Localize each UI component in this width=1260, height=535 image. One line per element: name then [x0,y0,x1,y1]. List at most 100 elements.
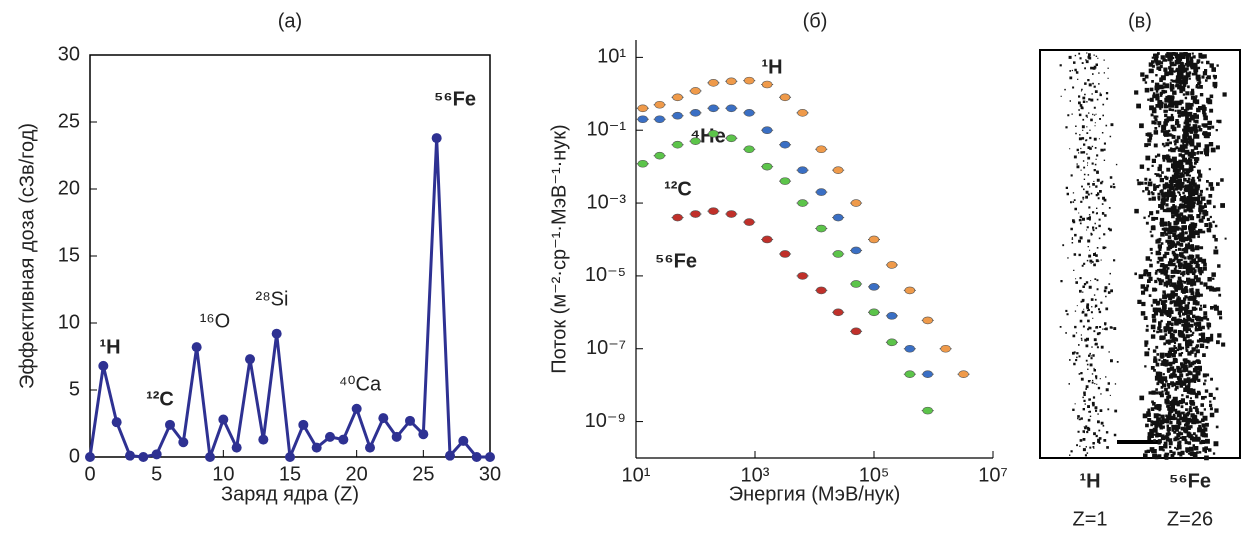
data-point [258,434,269,445]
data-point [797,109,808,117]
data-point [922,370,934,378]
data-point [726,210,737,218]
data-point [761,235,773,244]
annotation: ¹⁶O [200,310,230,332]
data-point [708,104,719,113]
data-point [815,188,827,196]
y-tick-label: 0 [69,445,80,467]
y-axis-label: Эффективная доза (сЗв/год) [16,123,38,389]
data-point [85,452,95,462]
data-point [904,344,916,353]
data-point [637,115,649,124]
data-point [922,406,934,415]
data-point [165,419,175,430]
y-tick-label: 10 [58,311,80,333]
data-point [815,286,827,295]
data-point [325,431,335,442]
data-point [743,218,755,226]
x-tick-label: 10⁵ [859,464,890,486]
data-point [761,80,773,89]
x-tick-label: 10 [212,463,234,485]
x-axis-label: Энергия (МэВ/нук) [729,483,901,505]
chart-title: (б) [803,10,828,32]
data-point [672,111,683,120]
data-point [797,199,808,207]
data-point [779,177,791,185]
x-tick-label: 10³ [741,464,770,486]
data-point [779,250,791,258]
data-point [637,104,649,113]
data-point [958,370,969,378]
data-point [868,235,880,244]
data-point [654,115,665,124]
data-point [743,145,755,154]
track-label: ¹H [1079,470,1100,492]
data-point [761,126,773,135]
data-point [761,162,773,171]
charge-label: Z=1 [1072,508,1107,530]
data-point [338,434,349,445]
data-point [708,207,719,215]
data-point [850,199,862,207]
data-point [418,429,429,440]
data-point [690,137,701,145]
y-tick-label: 10⁻⁷ [586,337,626,359]
image-frame [1039,49,1241,459]
data-point [868,283,880,291]
data-point [205,452,215,462]
data-point [940,344,951,353]
data-point [690,109,701,117]
data-point [245,354,255,365]
data-point [779,93,791,102]
data-point [904,286,916,295]
data-point [832,308,844,317]
data-point [231,442,242,453]
data-point [708,79,719,87]
data-point [743,76,755,85]
data-point [886,338,898,347]
panel-title: (в) [1128,10,1152,32]
x-tick-label: 15 [279,463,301,485]
data-point [298,419,309,430]
data-point [637,159,649,168]
x-tick-label: 25 [412,463,434,485]
data-point [445,450,455,461]
data-point [271,328,282,339]
data-point [178,437,189,448]
data-point [218,414,229,425]
y-tick-label: 15 [58,244,80,266]
data-point [726,77,737,86]
data-point [378,413,389,424]
chart-title: (а) [278,10,302,32]
data-point [311,442,322,453]
y-tick-label: 5 [69,378,80,400]
data-point [726,104,737,113]
data-point [690,87,701,95]
data-point [832,250,844,258]
data-point [832,213,844,222]
data-point [285,452,295,462]
data-point [471,452,482,462]
data-point [850,280,862,288]
x-tick-label: 20 [346,463,368,485]
annotation: ⁴⁰Ca [339,373,382,395]
data-point [672,140,683,149]
data-point [431,133,442,144]
data-point [654,100,665,109]
y-tick-label: 10⁻⁹ [585,410,626,432]
data-point [138,452,149,462]
data-point [391,431,402,442]
data-point [672,93,683,102]
series-label: ¹²C [664,178,692,200]
y-tick-label: 10¹ [597,46,626,68]
data-point [815,224,827,233]
proton-track [1059,52,1119,457]
annotation: ²⁸Si [256,288,289,310]
data-point [850,246,862,255]
annotation: ⁵⁶Fe [434,88,476,110]
data-point [779,140,791,149]
x-tick-label: 10⁷ [978,464,1007,486]
data-point [743,109,755,117]
data-point [886,312,898,320]
